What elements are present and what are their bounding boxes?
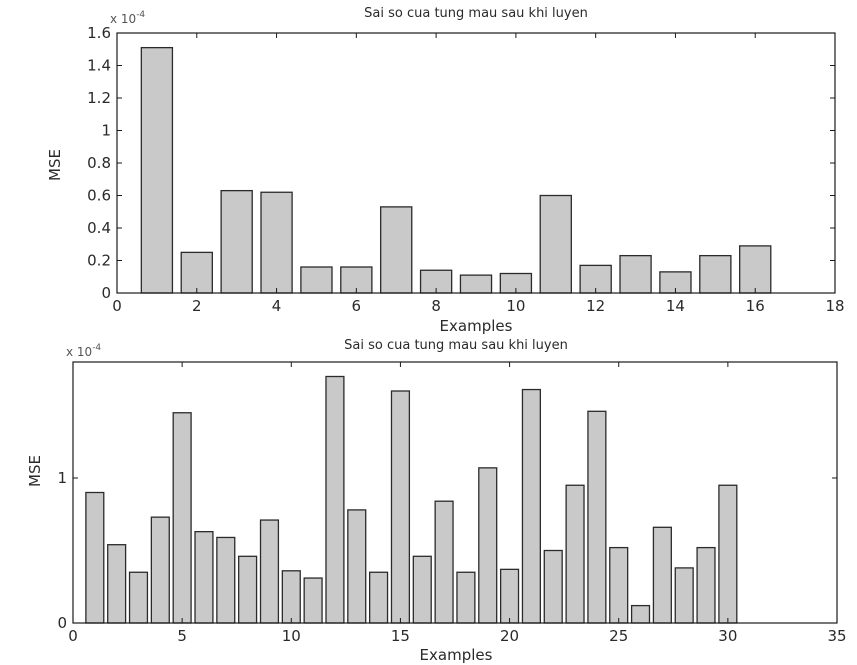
bar-8 (238, 555, 258, 624)
y-tick-label: 1.2 (87, 89, 111, 107)
x-tick-label: 14 (666, 297, 685, 315)
y-axis-label: MSE (46, 149, 64, 181)
axis-ticks: 0 5 10 15 20 25 30 35 0 1 (57, 362, 847, 645)
bar-5 (172, 412, 192, 624)
bar-18 (456, 571, 476, 624)
y-tick-label: 0.4 (87, 219, 111, 237)
y-tick-label: 1 (57, 469, 67, 487)
bar-26 (630, 604, 651, 624)
bar-28 (674, 567, 694, 624)
x-tick-label: 4 (272, 297, 282, 315)
y-tick-label: 1 (101, 122, 111, 140)
bar-19 (478, 467, 498, 624)
x-tick-label: 35 (827, 627, 846, 645)
bar-4 (150, 516, 170, 624)
bar-series (85, 375, 738, 624)
y-tick-label: 0.8 (87, 154, 111, 172)
bar-3 (220, 189, 253, 294)
chart-title: Sai so cua tung mau sau khi luyen (344, 338, 568, 353)
x-tick-label: 2 (192, 297, 202, 315)
bar-9 (459, 274, 493, 294)
y-tick-label: 0 (101, 284, 111, 302)
bar-22 (543, 549, 563, 624)
x-axis-label: Examples (440, 317, 513, 335)
y-tick-label: 0 (57, 614, 67, 632)
bar-11 (539, 194, 572, 294)
bar-6 (194, 531, 214, 624)
x-tick-label: 10 (506, 297, 525, 315)
bar-4 (260, 191, 293, 294)
plot-area (116, 32, 836, 294)
bar-21 (521, 388, 542, 624)
x-tick-label: 0 (112, 297, 122, 315)
bar-5 (300, 266, 333, 294)
y-exponent-label: x 10-4 (66, 343, 101, 359)
bar-23 (565, 484, 585, 624)
x-tick-label: 16 (746, 297, 765, 315)
chart-title: Sai so cua tung mau sau khi luyen (364, 6, 588, 21)
y-tick-label: 0.6 (87, 187, 111, 205)
bar-3 (128, 571, 149, 624)
x-tick-label: 6 (352, 297, 362, 315)
bar-27 (652, 526, 672, 624)
y-tick-label: 1.4 (87, 57, 111, 75)
x-tick-label: 30 (718, 627, 737, 645)
x-axis-label: Examples (420, 646, 493, 664)
y-axis-label: MSE (26, 455, 44, 487)
y-exponent-label: x 10-4 (110, 10, 145, 26)
bar-30 (718, 484, 738, 624)
bar-7 (380, 206, 413, 294)
bar-24 (587, 410, 607, 624)
bar-15 (390, 390, 411, 624)
bar-14 (368, 571, 389, 624)
bar-series (140, 46, 772, 294)
bar-16 (412, 555, 432, 624)
x-tick-label: 12 (586, 297, 605, 315)
bar-15 (699, 254, 732, 294)
axis-ticks: 0 2 4 6 8 10 12 14 16 18 0 0.2 0.4 0.6 0.8 1 1.2 1.4 1.6 (87, 24, 844, 315)
bar-13 (347, 509, 367, 624)
x-tick-label: 25 (609, 627, 628, 645)
bar-29 (696, 546, 716, 624)
bar-2 (107, 544, 127, 624)
bar-9 (259, 519, 280, 624)
bar-17 (434, 500, 454, 624)
bar-2 (180, 251, 213, 294)
bar-16 (739, 245, 772, 294)
y-tick-label: 0.2 (87, 252, 111, 270)
x-tick-label: 15 (391, 627, 410, 645)
bar-20 (499, 568, 520, 624)
bar-25 (609, 546, 629, 624)
x-tick-label: 8 (431, 297, 441, 315)
x-tick-label: 18 (825, 297, 844, 315)
chart-top: Sai so cua tung mau sau khi luyen x 10-4… (46, 6, 845, 335)
plot-area (72, 361, 838, 624)
x-tick-label: 20 (500, 627, 519, 645)
x-tick-label: 10 (282, 627, 301, 645)
bar-12 (325, 375, 345, 624)
bar-13 (619, 254, 652, 294)
chart-bottom: Sai so cua tung mau sau khi luyen x 10-4… (26, 338, 847, 664)
x-tick-label: 0 (68, 627, 78, 645)
y-tick-label: 1.6 (87, 24, 111, 42)
bar-11 (303, 577, 323, 624)
x-tick-label: 5 (177, 627, 187, 645)
bar-7 (216, 536, 236, 624)
bar-10 (281, 570, 301, 624)
bar-1 (85, 491, 105, 624)
bar-1 (140, 46, 174, 294)
